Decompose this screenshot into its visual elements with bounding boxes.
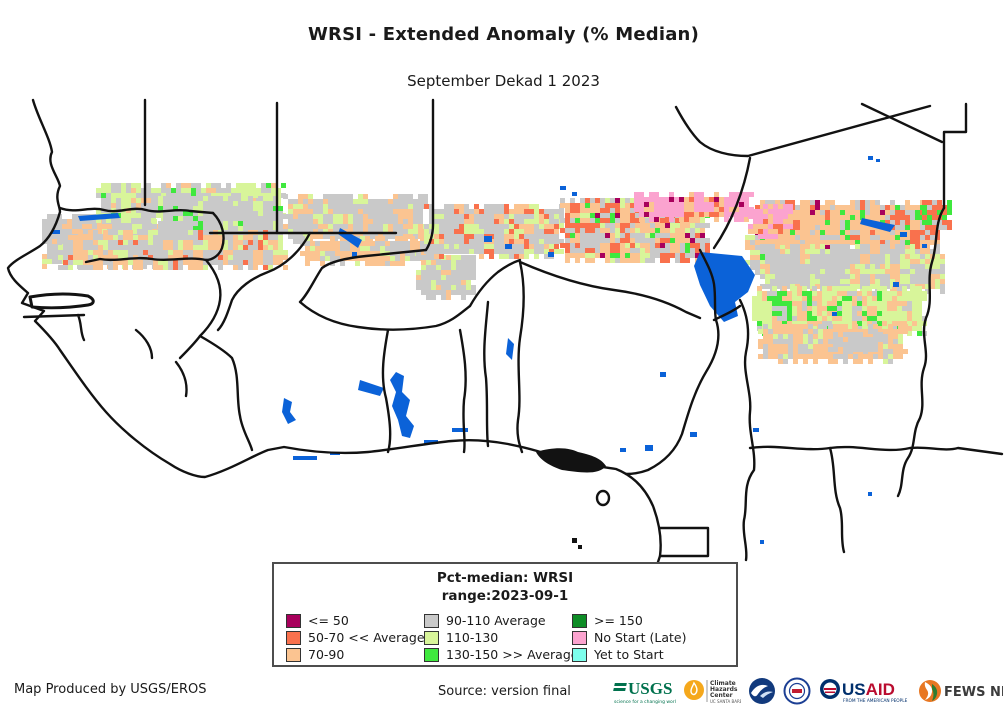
- border-niger-algeria-libya: [674, 104, 932, 158]
- eq-guinea-box: [658, 526, 710, 558]
- legend-title-line1: Pct-median: WRSI: [436, 570, 574, 586]
- legend-item: 110-130: [424, 629, 578, 646]
- black-fill-features: [536, 448, 606, 549]
- nws-logo: [783, 677, 811, 705]
- bioko-island: [595, 489, 611, 507]
- border-liberia-civ: [198, 334, 254, 452]
- senegal-river-water: [78, 213, 120, 221]
- lake-volta-branch: [358, 380, 384, 396]
- border-guinea-mali-civ: [178, 258, 222, 360]
- svg-text:USAID: USAID: [842, 680, 895, 699]
- page-subtitle: September Dekad 1 2023: [407, 72, 600, 90]
- legend-item: 130-150 >> Average: [424, 646, 578, 663]
- border-senegal-mali: [204, 211, 225, 262]
- svg-text:Climate: Climate: [710, 680, 736, 687]
- border-guinea-bissau: [22, 313, 86, 342]
- usgs-logo: USGS science for a changing world: [613, 679, 676, 705]
- noaa-logo: [749, 678, 775, 704]
- border-sierra-leone: [134, 328, 188, 398]
- border-benin-nigeria: [516, 260, 525, 454]
- legend-title-line2: range:2023-09-1: [441, 587, 569, 604]
- svg-text:science for a changing world: science for a changing world: [614, 699, 676, 705]
- fews-net-logo: FEWS NET: [919, 680, 1003, 702]
- border-mali-guinea-civ: [216, 231, 312, 332]
- border-burkina: [298, 248, 522, 331]
- legend-column-3: >= 150 No Start (Late) Yet to Start: [572, 612, 686, 663]
- page-title: WRSI - Extended Anomaly (% Median): [307, 24, 700, 45]
- coastline: [6, 98, 662, 564]
- legend-swatch: [572, 630, 587, 645]
- source-text: Source: version final: [438, 684, 571, 699]
- lake-volta: [390, 372, 414, 438]
- border-car-interior: [828, 446, 846, 554]
- svg-text:USGS: USGS: [628, 679, 672, 698]
- border-cameroon-chad-car: [738, 298, 756, 562]
- legend-item: <= 50: [286, 612, 425, 629]
- legend: Pct-median: WRSI range:2023-09-1 <= 50 5…: [272, 562, 738, 667]
- legend-column-2: 90-110 Average 110-130 130-150 >> Averag…: [424, 612, 578, 663]
- legend-item: 70-90: [286, 646, 425, 663]
- legend-item: No Start (Late): [572, 629, 686, 646]
- svg-text:UC SANTA BARBARA: UC SANTA BARBARA: [710, 699, 741, 704]
- river-east-of-chad: [860, 218, 895, 232]
- river-benin: [506, 338, 514, 360]
- gambia-outline: [28, 292, 95, 310]
- legend-item: 50-70 << Average: [286, 629, 425, 646]
- legend-swatch: [424, 647, 439, 662]
- svg-text:FEWS NET: FEWS NET: [944, 685, 1003, 700]
- border-nigeria-cameroon: [624, 318, 720, 476]
- legend-swatch: [572, 613, 587, 628]
- senegal-river-border: [58, 206, 215, 215]
- legend-swatch: [424, 630, 439, 645]
- border-senegal-guinea: [84, 256, 208, 264]
- border-chad-libya-ne: [860, 102, 968, 210]
- lake-kossou: [282, 398, 296, 424]
- produced-by-text: Map Produced by USGS/EROS: [14, 682, 207, 697]
- legend-item: Yet to Start: [572, 646, 686, 663]
- border-niger-nigeria: [518, 260, 702, 320]
- legend-item: 90-110 Average: [424, 612, 578, 629]
- legend-item: >= 150: [572, 612, 686, 629]
- svg-text:Center: Center: [710, 692, 733, 699]
- legend-swatch: [286, 647, 301, 662]
- border-chad-car-north: [748, 445, 1004, 456]
- niger-delta: [536, 448, 606, 473]
- legend-swatch: [286, 613, 301, 628]
- wrsi-raster-layer: [42, 183, 952, 364]
- border-niger-west: [424, 98, 435, 252]
- usaid-logo: USAID FROM THE AMERICAN PEOPLE: [820, 679, 908, 704]
- logo-strip: USGS science for a changing world Climat…: [612, 673, 1003, 709]
- legend-column-1: <= 50 50-70 << Average 70-90: [286, 612, 425, 663]
- border-ghana-togo: [458, 328, 467, 454]
- svg-text:Hazards: Hazards: [710, 686, 738, 693]
- legend-swatch: [572, 647, 587, 662]
- legend-title: Pct-median: WRSI range:2023-09-1: [274, 570, 736, 605]
- border-niger-chad: [712, 156, 752, 250]
- svg-text:FROM THE AMERICAN PEOPLE: FROM THE AMERICAN PEOPLE: [843, 698, 908, 704]
- border-togo-benin: [483, 300, 490, 448]
- legend-swatch: [286, 630, 301, 645]
- border-chad-sudan: [896, 206, 946, 498]
- legend-swatch: [424, 613, 439, 628]
- border-ghana-civ: [381, 328, 392, 454]
- climate-hazards-center-logo: Climate Hazards Center UC SANTA BARBARA: [684, 680, 741, 704]
